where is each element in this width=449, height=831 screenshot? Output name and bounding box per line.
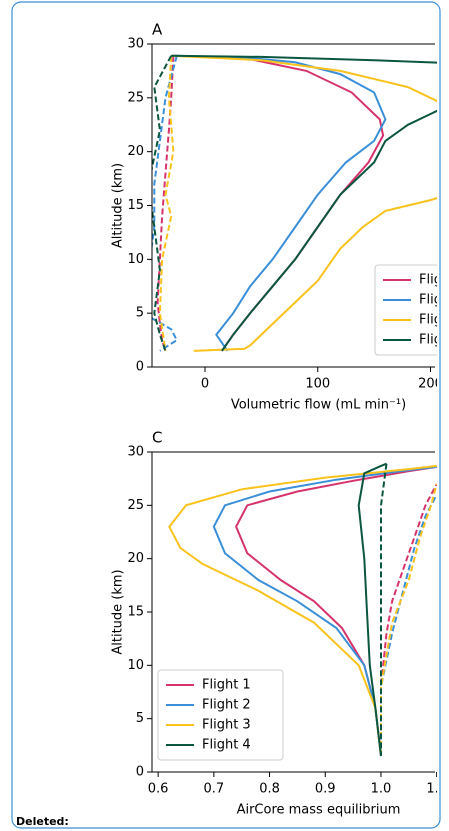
legend-label: Flight 3 bbox=[419, 313, 449, 328]
flight-line bbox=[380, 494, 437, 756]
legend-label: Flight 4 bbox=[419, 333, 449, 348]
x-axis-label: AirCore mass equilibrium bbox=[237, 803, 401, 818]
y-tick-label: 5 bbox=[136, 711, 144, 726]
flight-line bbox=[168, 464, 437, 757]
flight-line bbox=[221, 109, 437, 352]
y-axis-label: Altitude (km) bbox=[111, 569, 126, 654]
panel-label: A bbox=[152, 21, 163, 39]
x-tick-label: 0.8 bbox=[259, 782, 280, 797]
flight-line bbox=[173, 54, 385, 352]
chart: C 0 5 10 15 20 25 30 0.6 0.7 0.8 0.9 1.0 1.1 Altitude … bbox=[111, 429, 447, 818]
legend-label: Flight 2 bbox=[202, 698, 251, 713]
plot-lines bbox=[168, 462, 437, 757]
legend-label: Flight 1 bbox=[202, 678, 251, 693]
x-tick-label: 100 bbox=[305, 377, 330, 392]
panel-label: C bbox=[152, 429, 162, 447]
flight-line bbox=[152, 55, 173, 352]
footer: Deleted: bbox=[16, 815, 69, 828]
y-tick-label: 20 bbox=[127, 144, 144, 159]
flight-line bbox=[158, 55, 175, 352]
y-tick-label: 15 bbox=[127, 605, 144, 620]
legend-box bbox=[374, 264, 437, 356]
y-tick-label: 30 bbox=[127, 445, 144, 460]
flight-line bbox=[171, 54, 437, 103]
flight-line bbox=[380, 463, 388, 756]
plot-lines bbox=[152, 54, 437, 352]
x-tick-label: 0.9 bbox=[315, 782, 336, 797]
legend-box bbox=[157, 669, 284, 761]
x-tick-label: 0 bbox=[201, 377, 209, 392]
flight-line bbox=[357, 462, 387, 757]
y-tick-label: 0 bbox=[136, 765, 144, 780]
y-axis-label: Altitude (km) bbox=[111, 163, 126, 248]
flight-line bbox=[176, 54, 387, 352]
y-tick-label: 15 bbox=[127, 198, 144, 213]
y-tick-label: 10 bbox=[127, 658, 144, 673]
flight-line bbox=[171, 54, 437, 64]
x-tick-label: 1.0 bbox=[371, 782, 392, 797]
x-tick-label: 1.1 bbox=[426, 782, 447, 797]
legend-label: Flight 4 bbox=[202, 738, 251, 753]
x-tick-label: 0.7 bbox=[203, 782, 224, 797]
x-tick-label: 0.6 bbox=[148, 782, 169, 797]
x-axis-label: Volumetric flow (mL min⁻¹) bbox=[231, 398, 406, 413]
chart: A 0 5 10 15 20 25 30 0 100 200 Altitude (km) Volumet… bbox=[111, 21, 449, 413]
y-tick-label: 10 bbox=[127, 252, 144, 267]
y-tick-label: 20 bbox=[127, 551, 144, 566]
y-tick-label: 0 bbox=[136, 360, 144, 375]
flight-line bbox=[380, 483, 437, 756]
y-tick-label: 25 bbox=[127, 498, 144, 513]
flight-line bbox=[152, 55, 179, 352]
legend-label: Flight 2 bbox=[419, 293, 449, 308]
legend-label: Flight 1 bbox=[419, 273, 449, 288]
y-tick-label: 5 bbox=[136, 306, 144, 321]
legend-label: Flight 3 bbox=[202, 718, 251, 733]
flight-line bbox=[380, 483, 437, 756]
y-tick-label: 25 bbox=[127, 90, 144, 105]
flight-line bbox=[212, 465, 437, 757]
comment-box bbox=[11, 1, 441, 829]
x-tick-label: 200 bbox=[418, 377, 443, 392]
y-tick-label: 30 bbox=[127, 37, 144, 52]
flight-line bbox=[193, 196, 437, 352]
